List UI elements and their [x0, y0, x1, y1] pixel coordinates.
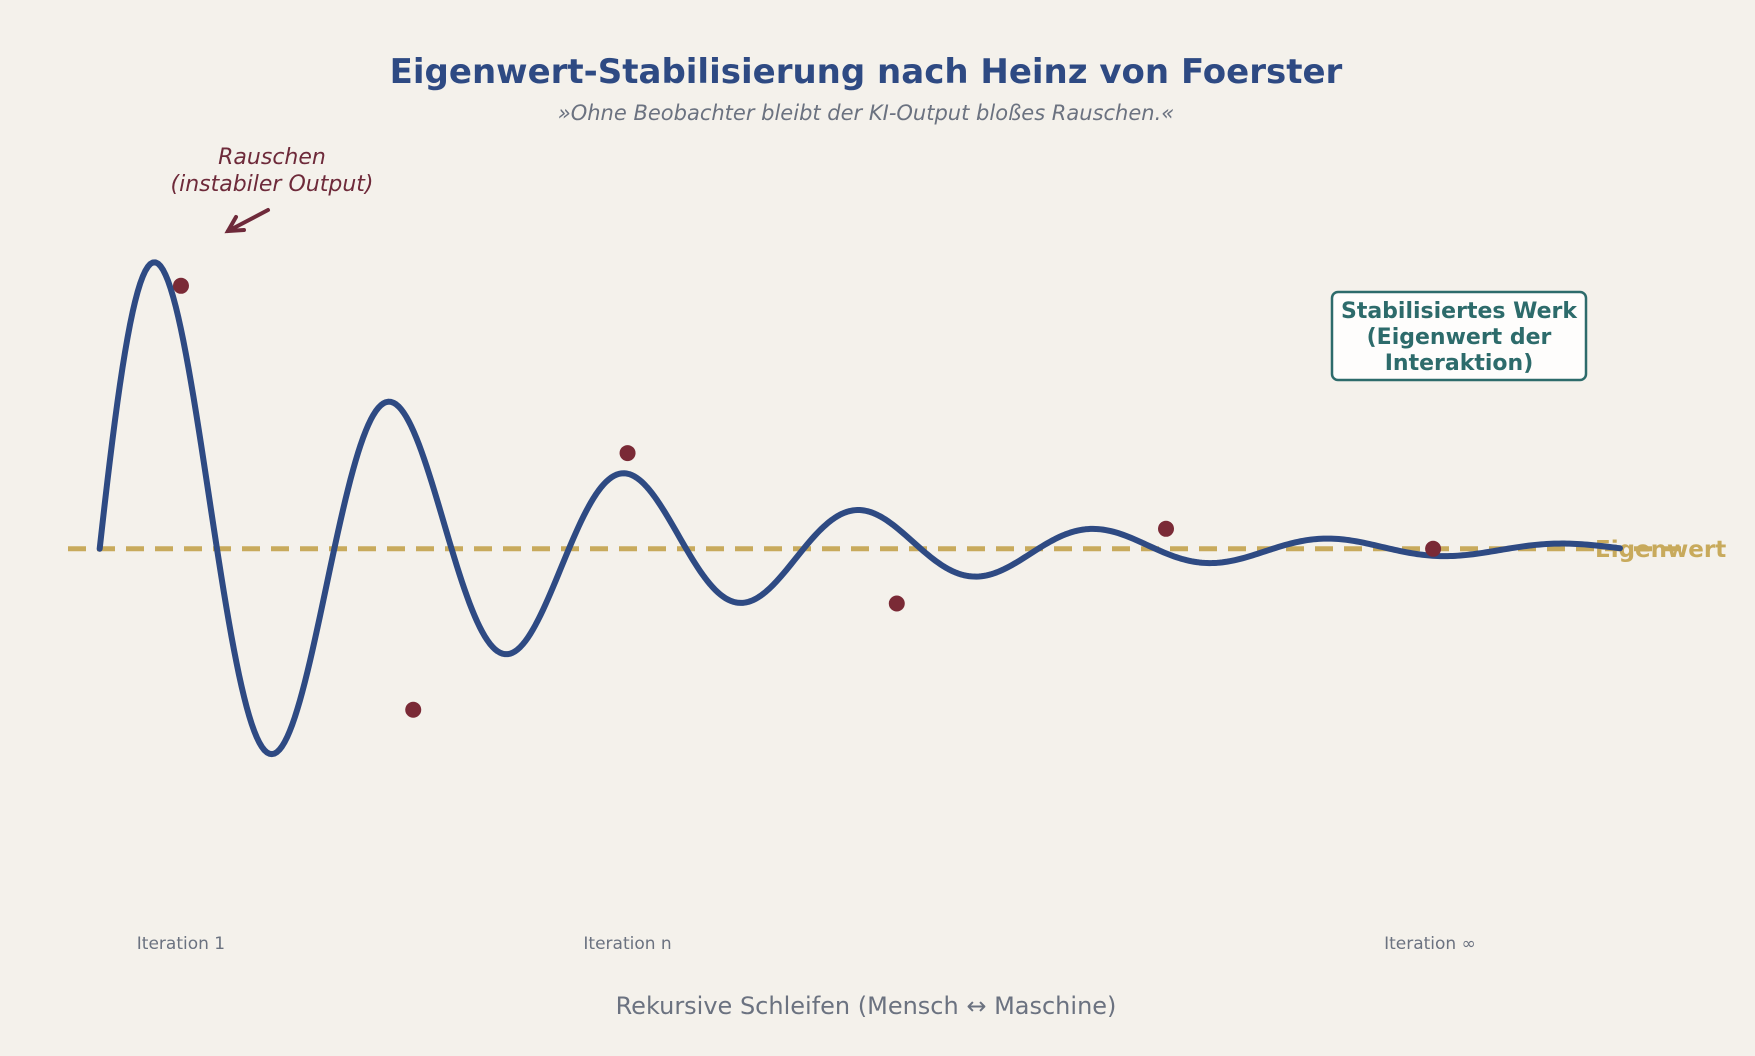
x-tick-label-3: Iteration ∞: [1384, 934, 1476, 954]
data-point-5: [1158, 520, 1174, 537]
noise-annotation-arrow: [224, 208, 270, 234]
stabilized-work-box-frame: [1330, 290, 1588, 382]
stabilized-work-line-3: Interaktion): [1385, 351, 1534, 376]
data-point-6: [1425, 540, 1442, 557]
stabilized-work-box: Stabilisiertes Werk (Eigenwert der Inter…: [1330, 290, 1588, 382]
data-point-3: [619, 445, 636, 462]
stabilized-work-line-1: Stabilisiertes Werk: [1341, 299, 1578, 324]
x-tick-label-2: Iteration n: [583, 934, 671, 954]
x-axis-label: Rekursive Schleifen (Mensch ↔ Maschine): [616, 992, 1117, 1020]
chart-subtitle: »Ohne Beobachter bleibt der KI-Output bl…: [558, 101, 1175, 125]
data-point-1: [172, 277, 189, 294]
stabilized-work-line-2: (Eigenwert der: [1367, 325, 1552, 350]
data-point-4: [888, 595, 905, 612]
x-tick-label-1: Iteration 1: [137, 934, 225, 954]
chart-title: Eigenwert-Stabilisierung nach Heinz von …: [390, 52, 1343, 92]
noise-annotation-line-1: Rauschen: [218, 145, 326, 170]
oscillation-curve: [96, 259, 1623, 758]
noise-annotation-line-2: (instabiler Output): [171, 172, 374, 197]
data-point-2: [405, 701, 422, 718]
x-tick-labels: Iteration 1 Iteration n Iteration ∞: [137, 934, 1476, 954]
noise-annotation: Rauschen (instabiler Output): [171, 145, 374, 234]
data-points: [172, 277, 1442, 718]
